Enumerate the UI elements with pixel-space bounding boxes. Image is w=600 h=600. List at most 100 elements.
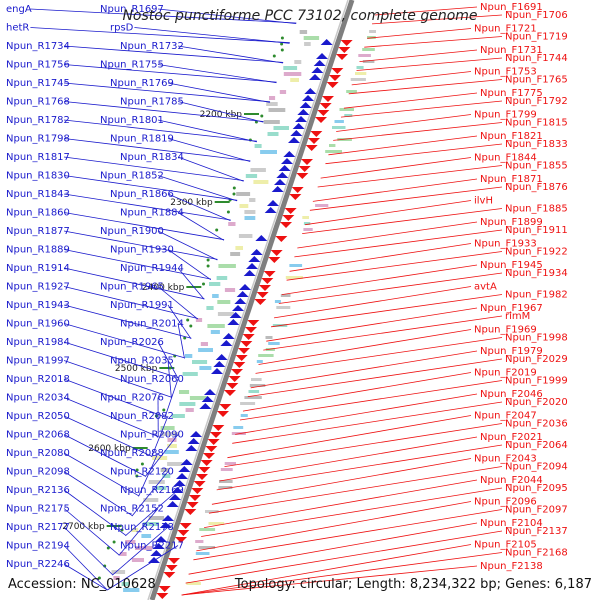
gene-label-reverse: Npun_R2088 [100,448,164,459]
leader-line-reverse [63,360,172,398]
gene-label-reverse: Npun_R2014 [120,319,184,330]
feature-block [206,306,214,310]
gene-label-reverse: Npun_R1997 [6,356,70,367]
reverse-gene-arrow [178,466,191,472]
gene-label-reverse: Npun_R2080 [6,448,70,459]
feature-block [294,60,302,64]
feature-block [355,72,367,75]
reverse-gene-arrow [187,438,200,444]
reverse-gene-arrow [267,200,279,206]
leader-line-forward [309,186,503,211]
feature-block [195,540,204,543]
feature-block [189,396,208,400]
forward-gene-arrow [296,173,309,179]
feature-block [235,246,243,250]
forward-gene-arrow [184,509,197,515]
leader-line-forward [219,436,478,482]
feature-block [263,120,280,124]
gene-label-forward: Npun_F1998 [505,333,568,344]
leader-line-forward [367,28,472,39]
leader-line-reverse [177,156,244,182]
forward-gene-arrow [305,145,318,151]
leader-line-reverse [63,101,264,122]
reverse-gene-arrow [316,53,328,59]
feature-block [111,570,126,574]
gene-label-forward: Npun_F1753 [474,67,537,78]
gene-label-forward: Npun_F1967 [480,303,543,314]
leader-line-forward [185,530,503,584]
forward-gene-arrow [158,586,171,592]
forward-gene-arrow [284,208,297,214]
reverse-gene-arrow [248,256,261,262]
leader-line-reverse [177,323,185,359]
leader-line-forward [289,243,472,272]
reverse-gene-arrow [278,165,291,171]
leader-line-forward [201,487,503,537]
tick-dot [183,336,187,340]
leader-line-reverse [157,64,277,84]
leader-line-reverse [63,434,146,477]
forward-gene-arrow [186,502,199,508]
feature-block [123,588,140,592]
gene-label-reverse: Npun_R1991 [110,300,174,311]
feature-block [302,216,309,219]
leader-line-reverse [63,304,192,339]
leader-line-reverse [164,378,179,418]
feature-block [244,216,256,220]
gene-label-forward: Npun_F1844 [474,153,537,164]
reverse-gene-arrow [274,179,286,185]
gene-label-forward: Npun_F1945 [480,260,543,271]
tick-dot [154,414,158,418]
tick-dot [140,462,144,466]
reverse-gene-arrow [204,389,216,395]
forward-gene-arrow [193,481,206,487]
tick-dot [206,264,210,268]
leader-line-reverse [63,452,139,497]
forward-gene-arrow [340,40,353,46]
forward-gene-arrow [231,369,243,375]
feature-block [285,276,303,279]
leader-line-reverse [63,64,277,83]
leader-line-forward [266,307,478,342]
leader-line-forward [258,329,472,365]
leader-line-forward [278,272,503,304]
gene-label-reverse: Npun_R1984 [6,337,70,348]
reverse-gene-arrow [171,487,184,493]
tick-dot [260,114,264,118]
leader-line-reverse [63,82,271,103]
leader-line-reverse [138,452,159,497]
gene-label-forward: Npun_F1775 [480,88,543,99]
reverse-gene-arrow [299,102,312,108]
reverse-gene-arrow [201,396,214,402]
leader-line-forward [356,57,503,71]
forward-gene-arrow [310,131,323,137]
reverse-gene-arrow [234,298,247,304]
leader-line-reverse [63,323,185,359]
gene-label-forward: Npun_F1899 [480,217,543,228]
forward-gene-arrow [280,222,292,228]
feature-block [161,432,179,436]
reverse-gene-arrow [155,536,167,542]
gene-label-forward: Npun_F2019 [474,368,537,379]
scale-label: 2700 kbp [62,522,105,532]
forward-gene-arrow [219,404,232,410]
gene-label-reverse: Npun_R1884 [120,208,184,219]
feature-block [289,264,303,267]
leader-line-reverse [63,212,225,241]
feature-block [217,312,234,316]
gene-label-reverse: Npun_R2246 [6,559,70,570]
leader-line-reverse [177,212,225,241]
feature-block [265,348,275,351]
gene-label-forward: ilvH [474,196,493,207]
gene-label-forward: Npun_F1934 [505,268,568,279]
feature-block [344,114,353,117]
feature-block [256,360,263,363]
forward-gene-arrow [326,82,339,88]
feature-block [283,72,302,76]
gene-label-reverse: Npun_R1768 [6,97,70,108]
leader-line-forward [208,466,503,514]
leader-line-forward [364,36,503,48]
leader-line-forward [211,458,472,505]
forward-gene-arrow [329,75,341,81]
